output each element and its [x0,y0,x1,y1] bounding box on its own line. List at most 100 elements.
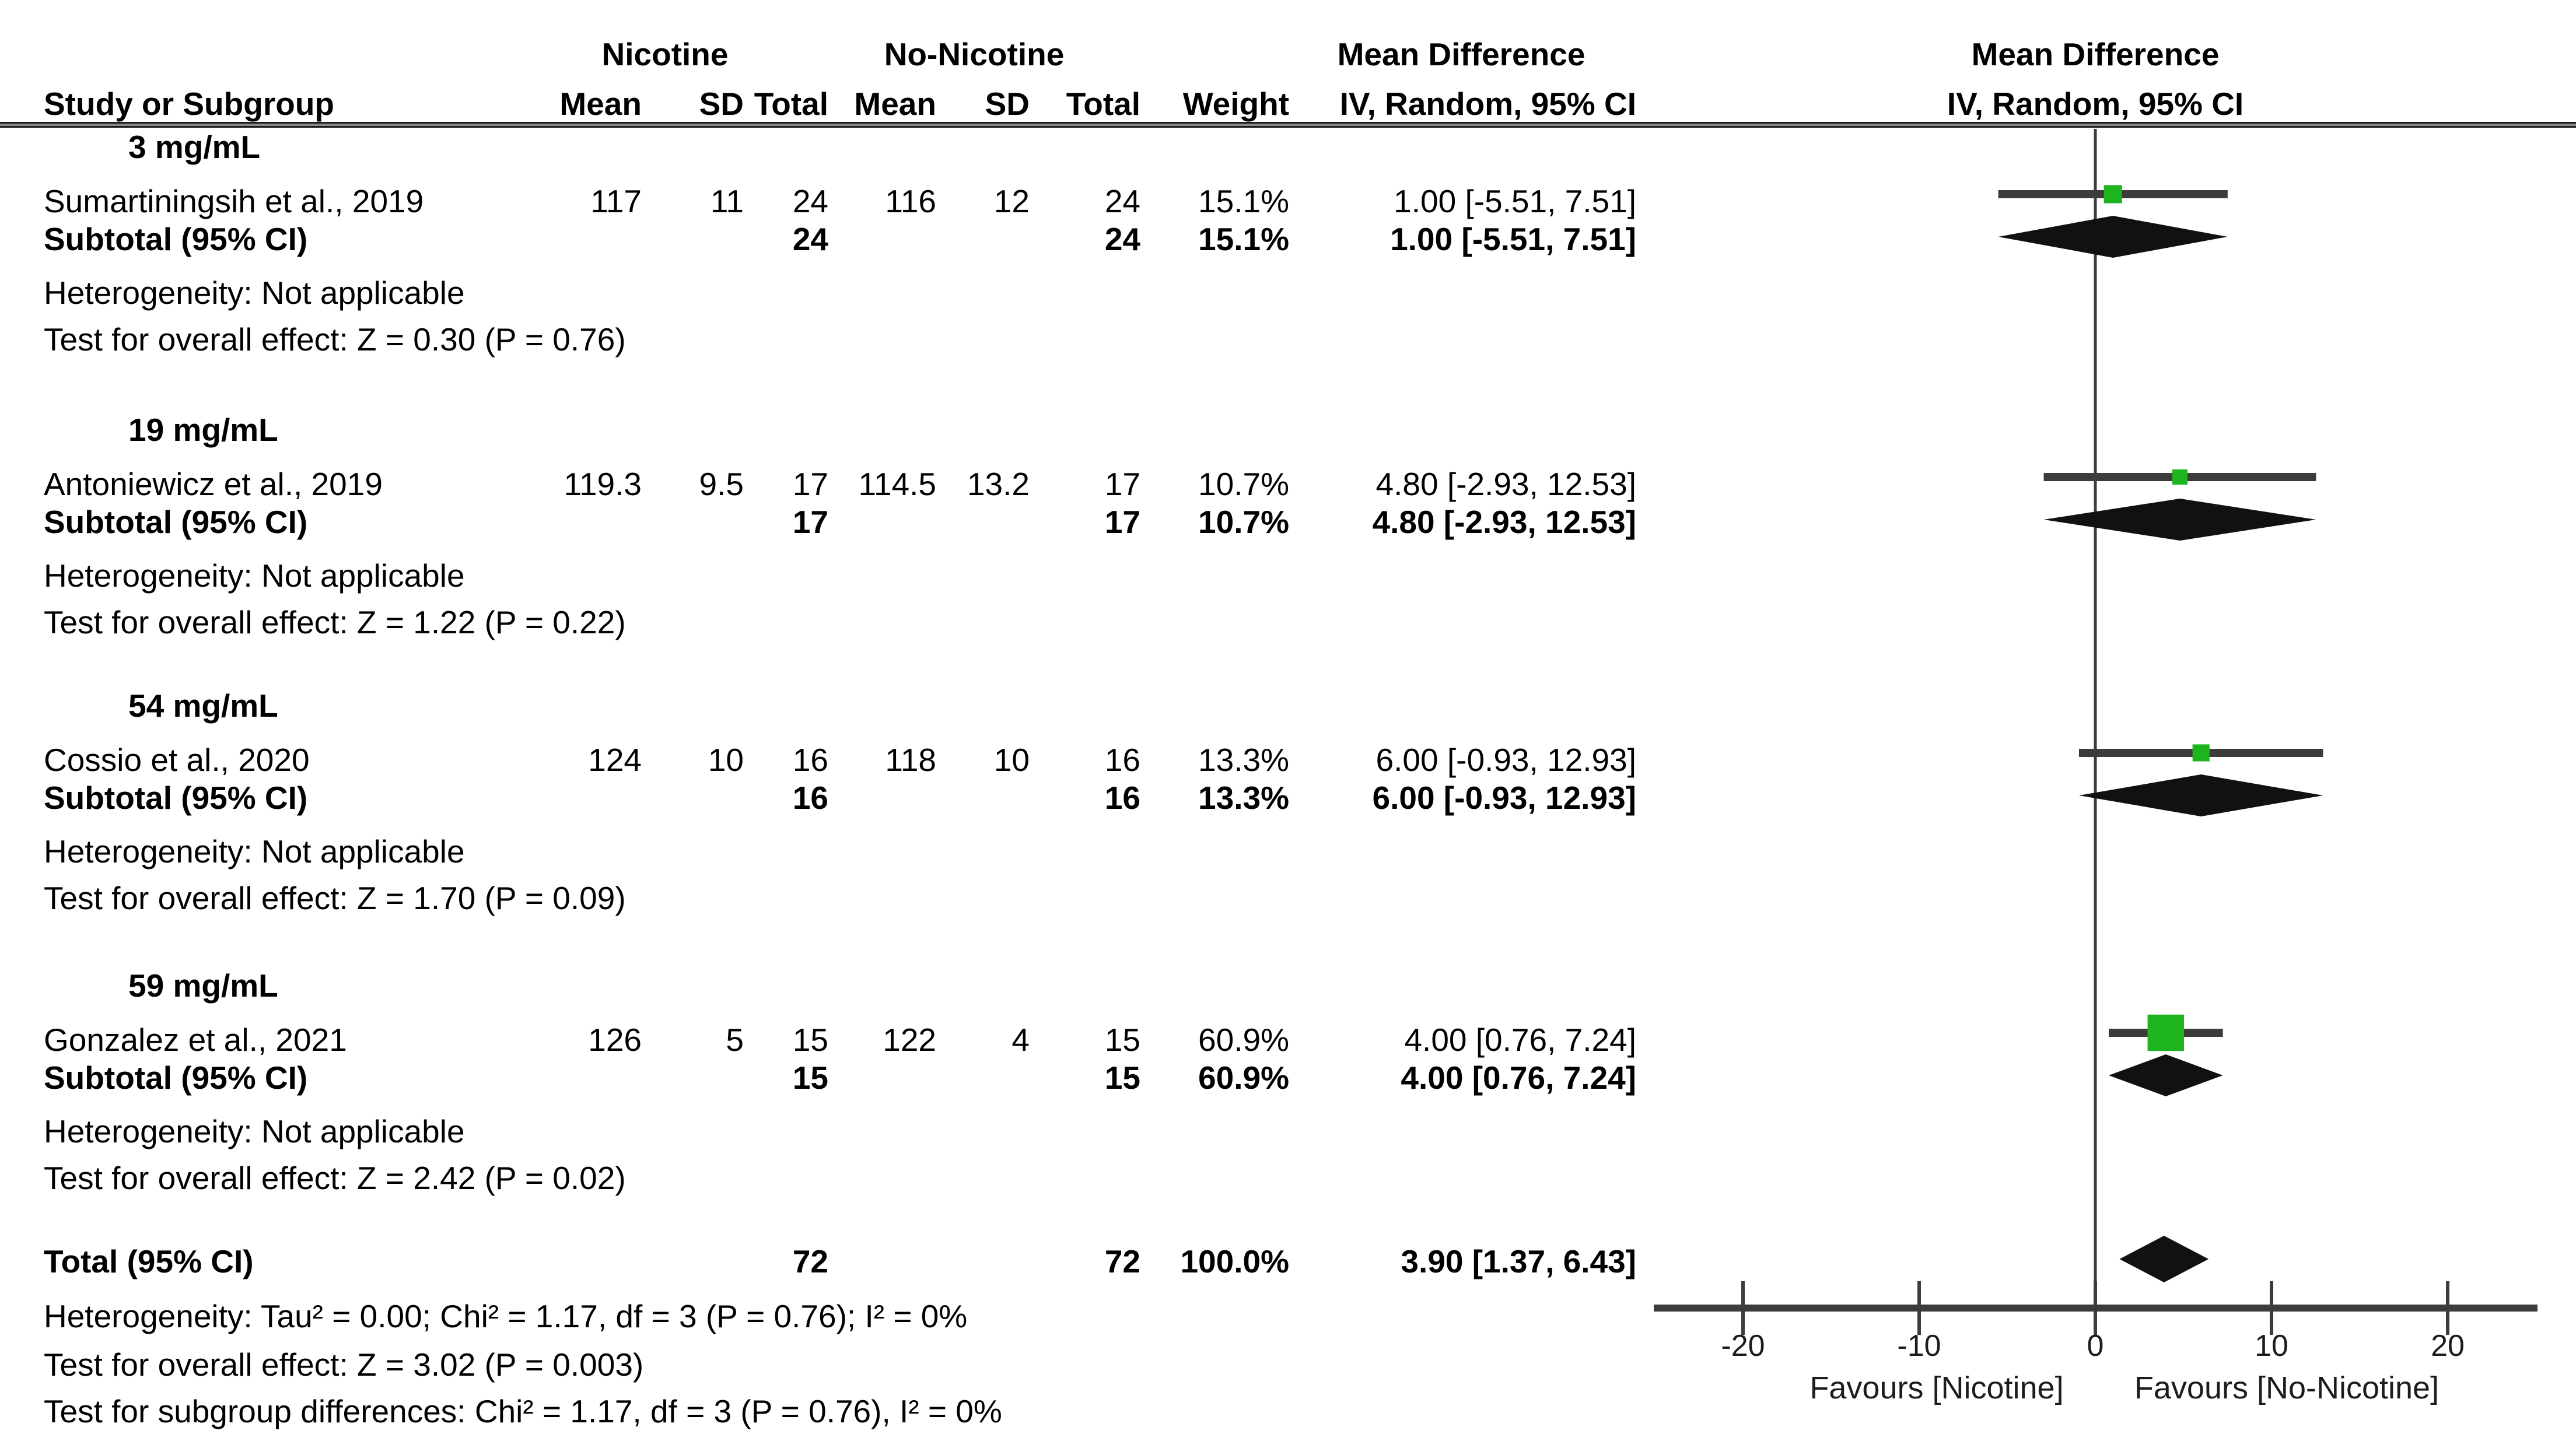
study-total_c: 24 [1104,183,1140,219]
subtotal-label: Subtotal (95% CI) [44,1060,308,1096]
subtotal-diamond [1998,216,2228,258]
subtotal-weight: 10.7% [1198,504,1289,540]
x-axis-tick-label: 10 [2255,1329,2288,1363]
overall-effect-line: Test for overall effect: Z = 1.22 (P = 0… [44,604,626,640]
study-sd_t: 9.5 [699,466,744,502]
overall-effect-line: Test for overall effect: Z = 1.70 (P = 0… [44,880,626,916]
subtotal-ci-text: 4.00 [0.76, 7.24] [1401,1060,1636,1096]
subgroup-label: 54 mg/mL [128,688,278,724]
column-header-mean-difference: Mean Difference [1337,36,1586,72]
study-mean_c: 122 [883,1022,936,1058]
study-sd_t: 10 [708,742,744,778]
column-header-total-nicotine: Total [754,86,828,122]
subtotal-label: Subtotal (95% CI) [44,221,308,257]
subtotal-ci-text: 4.80 [-2.93, 12.53] [1372,504,1636,540]
effect-square-marker [2147,1014,2185,1051]
plot-header-ci: IV, Random, 95% CI [1947,86,2244,122]
study-mean_t: 126 [588,1022,642,1058]
subtotal-label: Subtotal (95% CI) [44,780,308,816]
study-mean_t: 124 [588,742,642,778]
study-weight: 60.9% [1198,1022,1289,1058]
effect-square-marker [2172,469,2188,485]
subtotal-label: Subtotal (95% CI) [44,504,308,540]
group-header-no-nicotine: No-Nicotine [884,36,1065,72]
subtotal-diamond [2043,499,2316,541]
column-header-sd-nicotine: SD [699,86,744,122]
heterogeneity-line: Heterogeneity: Not applicable [44,1113,465,1149]
subtotal-total_c: 15 [1104,1060,1140,1096]
study-sd_c: 12 [993,183,1030,219]
effect-square-marker [2192,744,2210,762]
effect-square-marker [2104,185,2122,204]
study-mean_c: 118 [885,742,936,778]
total-total_t: 72 [792,1243,828,1279]
study-ci-text: 4.80 [-2.93, 12.53] [1376,466,1636,502]
subgroup-label: 59 mg/mL [128,967,278,1004]
subtotal-diamond [2108,1054,2223,1096]
study-total_t: 24 [792,183,828,219]
study-total_c: 15 [1104,1022,1140,1058]
study-total_t: 15 [792,1022,828,1058]
heterogeneity-line: Heterogeneity: Not applicable [44,558,465,594]
group-header-nicotine: Nicotine [601,36,729,72]
column-header-sd-no-nicotine: SD [985,86,1030,122]
subtotal-ci-text: 6.00 [-0.93, 12.93] [1372,780,1636,816]
column-header-mean-no-nicotine: Mean [854,86,936,122]
subtotal-ci-text: 1.00 [-5.51, 7.51] [1390,221,1636,257]
total-ci-text: 3.90 [1.37, 6.43] [1401,1243,1636,1279]
study-name: Sumartiningsih et al., 2019 [44,183,424,219]
subtotal-total_t: 15 [792,1060,828,1096]
subtotal-weight: 15.1% [1198,221,1289,257]
subtotal-weight: 13.3% [1198,780,1289,816]
column-header-weight: Weight [1182,86,1289,122]
x-axis-tick [1741,1281,1745,1335]
x-axis-tick [2270,1281,2273,1335]
total-label: Total (95% CI) [44,1243,254,1279]
column-header-mean-nicotine: Mean [559,86,642,122]
heterogeneity-line: Heterogeneity: Not applicable [44,833,465,869]
total-diamond [2119,1236,2209,1282]
x-axis-tick-label: -10 [1897,1329,1941,1363]
study-total_c: 17 [1104,466,1140,502]
header-rule [0,122,2576,128]
study-name: Antoniewicz et al., 2019 [44,466,383,502]
plot-header-mean-difference: Mean Difference [1971,36,2220,72]
x-axis-tick-label: 0 [2087,1329,2104,1363]
x-axis-tick [2446,1281,2449,1335]
zero-line [2094,129,2097,1308]
study-weight: 15.1% [1198,183,1289,219]
study-total_t: 16 [792,742,828,778]
subgroup-label: 19 mg/mL [128,412,278,448]
favours-nicotine-label: Favours [Nicotine] [1810,1370,2063,1405]
study-mean_c: 114.5 [858,466,936,502]
subtotal-total_c: 17 [1104,504,1140,540]
heterogeneity-line: Heterogeneity: Not applicable [44,275,465,311]
subtotal-diamond [2078,774,2323,816]
subtotal-total_t: 24 [792,221,828,257]
favours-no-nicotine-label: Favours [No-Nicotine] [2134,1370,2439,1405]
footer-heterogeneity-line: Heterogeneity: Tau² = 0.00; Chi² = 1.17,… [44,1298,968,1334]
study-total_t: 17 [792,466,828,502]
study-mean_t: 117 [590,183,642,219]
x-axis-tick-label: -20 [1721,1329,1765,1363]
x-axis-tick-label: 20 [2431,1329,2465,1363]
study-ci-text: 6.00 [-0.93, 12.93] [1376,742,1636,778]
study-mean_c: 116 [885,183,936,219]
study-ci-text: 4.00 [0.76, 7.24] [1404,1022,1636,1058]
study-sd_t: 5 [726,1022,744,1058]
column-header-total-no-nicotine: Total [1066,86,1140,122]
subtotal-total_t: 16 [792,780,828,816]
subtotal-total_c: 24 [1104,221,1140,257]
subtotal-weight: 60.9% [1198,1060,1289,1096]
study-mean_t: 119.3 [564,466,642,502]
total-weight: 100.0% [1180,1243,1289,1279]
overall-effect-line: Test for overall effect: Z = 2.42 (P = 0… [44,1160,626,1196]
study-weight: 13.3% [1198,742,1289,778]
study-sd_t: 11 [710,183,744,219]
subgroup-label: 3 mg/mL [128,129,261,165]
subtotal-total_t: 17 [792,504,828,540]
x-axis-tick [1917,1281,1921,1335]
study-weight: 10.7% [1198,466,1289,502]
